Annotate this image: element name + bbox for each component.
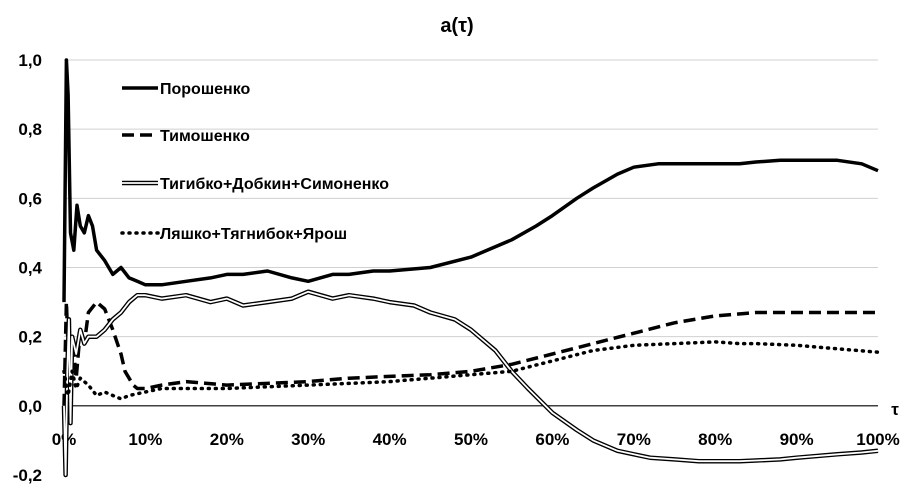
y-tick-label: 0,2 bbox=[18, 328, 42, 347]
series-tigipko-dobkin-symonenko bbox=[63, 290, 879, 476]
series-tymoshenko bbox=[62, 300, 878, 406]
legend-label: Тигибко+Добкин+Симоненко bbox=[160, 176, 389, 193]
legend: Порошенко Тимошенко Тигибко+Добкин+Симонен… bbox=[120, 81, 389, 243]
y-tick-label: 0,4 bbox=[18, 259, 42, 278]
legend-label: Ляшко+Тягнибок+Ярош bbox=[160, 226, 347, 243]
y-tick-label: 1,0 bbox=[18, 51, 42, 70]
x-axis-label: τ bbox=[891, 400, 899, 419]
y-tick-label: 0,0 bbox=[18, 397, 42, 416]
y-tick-label: -0,2 bbox=[13, 466, 42, 484]
x-tick-label: 60% bbox=[535, 430, 569, 449]
x-tick-label: 80% bbox=[698, 430, 732, 449]
x-tick-label: 30% bbox=[291, 430, 325, 449]
y-tick-label: 0,6 bbox=[18, 189, 42, 208]
series-lyashko-tyahnybok-yarosh bbox=[62, 340, 880, 401]
y-tick-label: 0,8 bbox=[18, 120, 42, 139]
x-tick-label: 70% bbox=[617, 430, 651, 449]
x-tick-label: 100% bbox=[856, 430, 899, 449]
legend-label: Тимошенко bbox=[160, 128, 250, 145]
y-axis-ticks: 1,0 0,8 0,6 0,4 0,2 0,0 -0,2 bbox=[13, 51, 43, 484]
x-tick-label: 20% bbox=[210, 430, 244, 449]
chart-title: a(τ) bbox=[440, 15, 473, 37]
x-tick-label: 10% bbox=[128, 430, 162, 449]
legend-item: Тигибко+Добкин+Симоненко bbox=[122, 176, 389, 193]
legend-item: Порошенко bbox=[122, 81, 251, 98]
legend-item: Тимошенко bbox=[122, 128, 250, 145]
grid bbox=[64, 59, 878, 407]
series-poroshenko bbox=[62, 58, 879, 303]
x-tick-label: 90% bbox=[780, 430, 814, 449]
plot-area bbox=[61, 58, 880, 478]
x-tick-label: 50% bbox=[454, 430, 488, 449]
x-tick-label: 40% bbox=[373, 430, 407, 449]
legend-item: Ляшко+Тягнибок+Ярош bbox=[120, 226, 347, 243]
x-axis-ticks: 0% 10% 20% 30% 40% 50% 60% 70% 80% 90% 100% bbox=[52, 430, 900, 449]
legend-label: Порошенко bbox=[160, 81, 251, 98]
